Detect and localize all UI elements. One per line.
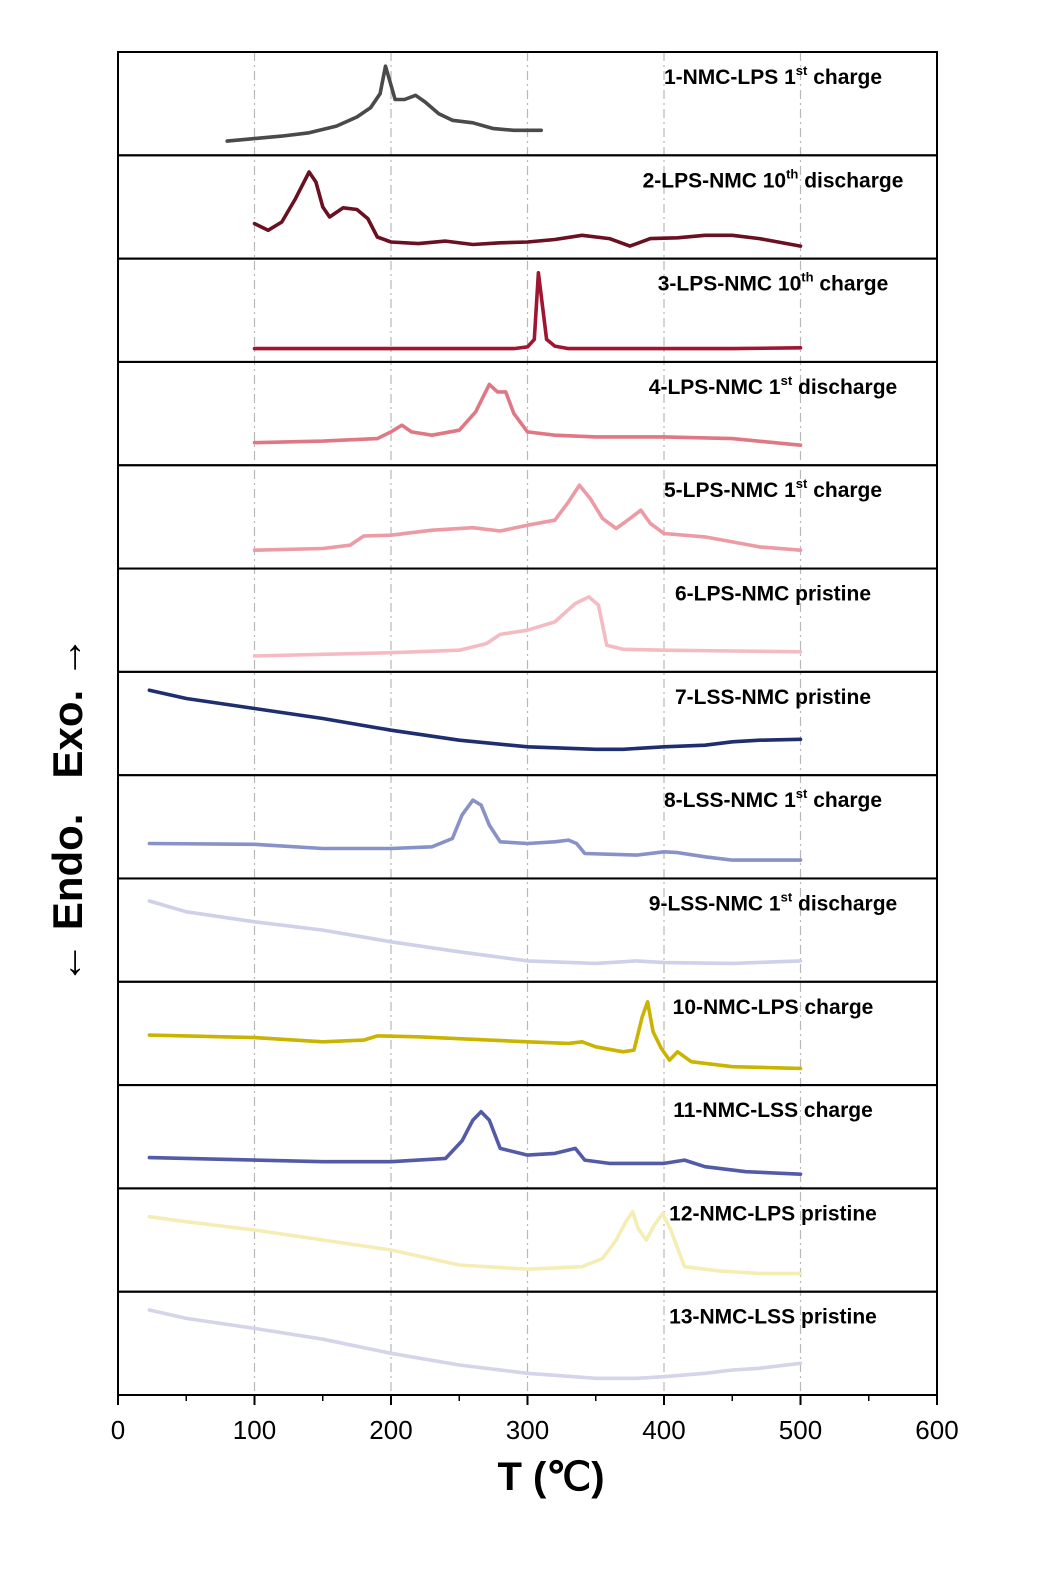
series-label-suffix: charge — [807, 789, 882, 812]
series-line — [252, 170, 803, 248]
series-label-base: 7-LSS-NMC pristine — [675, 686, 871, 709]
series-line — [147, 1000, 803, 1071]
series-label-sup: st — [796, 63, 808, 78]
series-label: 7-LSS-NMC pristine — [675, 686, 871, 709]
series-line — [252, 271, 803, 351]
series-label-suffix: charge — [807, 66, 882, 89]
series-label-base: 11-NMC-LSS charge — [673, 1099, 873, 1122]
series-label-base: 6-LPS-NMC pristine — [675, 583, 871, 606]
panel-11: 11-NMC-LSS charge — [117, 1084, 938, 1190]
series-label-base: 9-LSS-NMC 1 — [649, 892, 781, 915]
series-label: 3-LPS-NMC 10th charge — [658, 270, 889, 296]
series-label-sup: st — [781, 373, 793, 388]
series-label-suffix: discharge — [792, 892, 897, 915]
series-line — [252, 382, 803, 447]
series-label-base: 5-LPS-NMC 1 — [664, 479, 796, 502]
x-tick-label: 0 — [111, 1415, 125, 1445]
series-label-base: 13-NMC-LSS pristine — [669, 1306, 877, 1329]
series-label-base: 4-LPS-NMC 1 — [649, 376, 781, 399]
series-label-base: 12-NMC-LPS pristine — [669, 1202, 877, 1225]
panel-13: 13-NMC-LSS pristine — [117, 1290, 938, 1396]
series-label-suffix: discharge — [792, 376, 897, 399]
series-label-sup: st — [796, 786, 808, 801]
series-line — [147, 1209, 803, 1276]
series-label: 8-LSS-NMC 1st charge — [664, 786, 882, 812]
series-line — [147, 798, 803, 862]
series-label: 5-LPS-NMC 1st charge — [664, 476, 882, 502]
vertical-gridlines — [253, 52, 802, 1395]
series-label-sup: th — [786, 166, 798, 181]
series-label-suffix: charge — [807, 479, 882, 502]
x-tick-label: 200 — [369, 1415, 412, 1445]
series-line — [147, 1308, 803, 1381]
panel-2: 2-LPS-NMC 10th discharge — [117, 154, 938, 260]
panel-3: 3-LPS-NMC 10th charge — [117, 257, 938, 363]
x-tick-label: 600 — [915, 1415, 958, 1445]
series-label: 10-NMC-LPS charge — [673, 996, 874, 1019]
series-label: 12-NMC-LPS pristine — [669, 1202, 877, 1225]
series-label-suffix: charge — [814, 273, 889, 296]
panel-5: 5-LPS-NMC 1st charge — [117, 464, 938, 570]
series-label-base: 2-LPS-NMC 10 — [643, 169, 787, 192]
series-line — [147, 1109, 803, 1176]
series-label: 13-NMC-LSS pristine — [669, 1306, 877, 1329]
series-line — [147, 688, 803, 752]
series-label: 1-NMC-LPS 1st charge — [664, 63, 882, 89]
series-line — [225, 64, 543, 143]
y-axis-title: ← Endo. Exo. → — [44, 636, 91, 984]
series-label: 9-LSS-NMC 1st discharge — [649, 889, 897, 915]
series-label-base: 8-LSS-NMC 1 — [664, 789, 796, 812]
series-line — [147, 899, 803, 966]
series-label: 11-NMC-LSS charge — [673, 1099, 873, 1122]
series-label-sup: st — [796, 476, 808, 491]
series-label: 6-LPS-NMC pristine — [675, 583, 871, 606]
series-label: 2-LPS-NMC 10th discharge — [643, 166, 904, 192]
series-label-sup: st — [781, 889, 793, 904]
x-tick-label: 300 — [506, 1415, 549, 1445]
x-axis-title: T (℃) — [497, 1455, 604, 1499]
panel-9: 9-LSS-NMC 1st discharge — [117, 877, 938, 983]
series-label-base: 1-NMC-LPS 1 — [664, 66, 796, 89]
series-label-sup: th — [801, 270, 813, 285]
x-tick-label: 500 — [779, 1415, 822, 1445]
series-line — [252, 483, 803, 552]
x-tick-label: 400 — [642, 1415, 685, 1445]
series-label-base: 10-NMC-LPS charge — [673, 996, 874, 1019]
series-label-suffix: discharge — [798, 169, 903, 192]
series-label-base: 3-LPS-NMC 10 — [658, 273, 802, 296]
series-label: 4-LPS-NMC 1st discharge — [649, 373, 897, 399]
series-line — [252, 595, 803, 658]
x-axis: 0 100 200 300 400 500 600 — [111, 1395, 959, 1445]
x-tick-label: 100 — [233, 1415, 276, 1445]
